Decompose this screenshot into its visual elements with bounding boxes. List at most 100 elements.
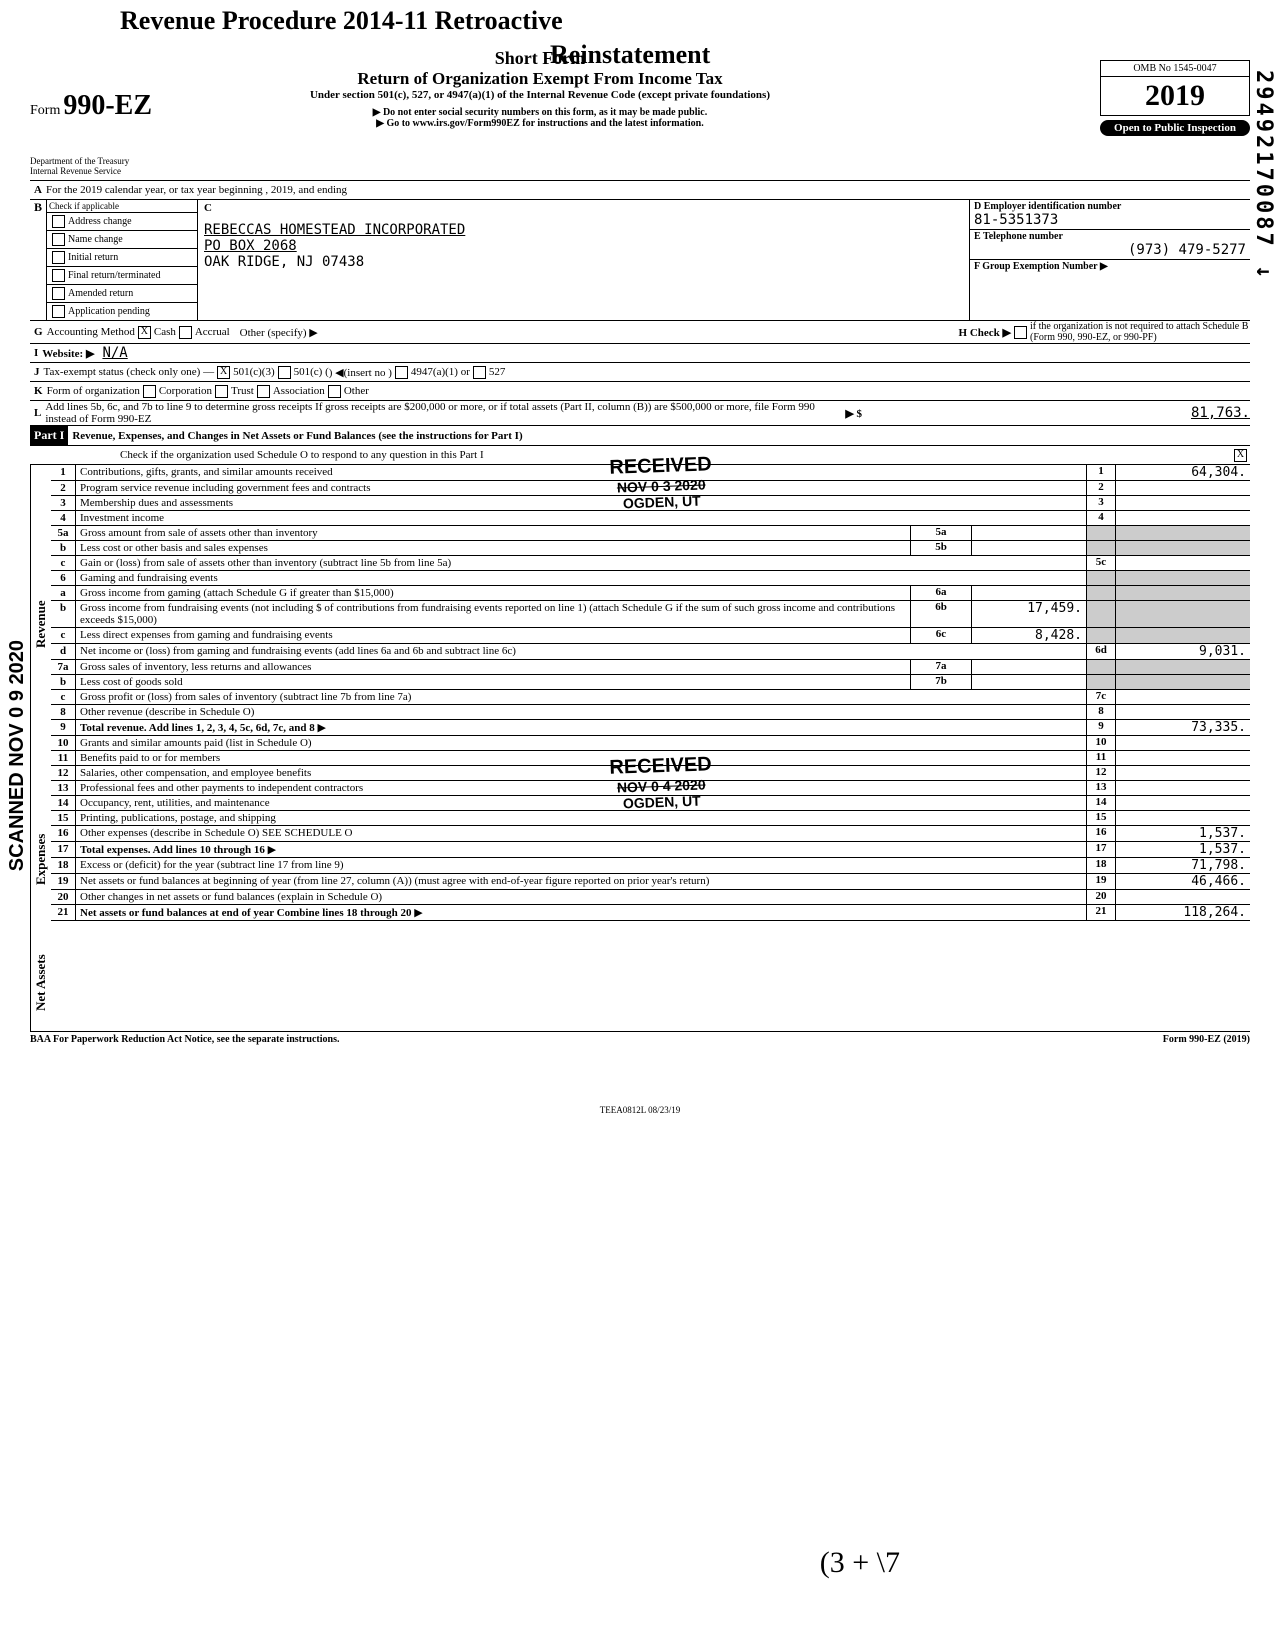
line-l6a: aGross income from gaming (attach Schedu… [51, 586, 1250, 601]
cb-sched-b[interactable] [1014, 326, 1027, 339]
cb-amended[interactable] [52, 287, 65, 300]
received-stamp-2: RECEIVED NOV 0 4 2020 OGDEN, UT [609, 753, 713, 812]
h-label: H Check ▶ [959, 326, 1011, 339]
line-l19: 19Net assets or fund balances at beginni… [51, 874, 1250, 890]
l-trust: Trust [231, 385, 254, 397]
cb-527[interactable] [473, 366, 486, 379]
omb-number: OMB No 1545-0047 [1100, 60, 1250, 77]
accounting-label: Accounting Method [47, 326, 135, 338]
line-l20: 20Other changes in net assets or fund ba… [51, 890, 1250, 905]
line-l21: 21Net assets or fund balances at end of … [51, 905, 1250, 921]
footer: BAA For Paperwork Reduction Act Notice, … [30, 1031, 1250, 1045]
form-label: Form [30, 103, 60, 118]
revenue-table: Revenue Expenses Net Assets 1Contributio… [30, 465, 1250, 1031]
hand-initials: (3 + \7 [820, 1546, 900, 1580]
org-name: REBECCAS HOMESTEAD INCORPORATED [204, 222, 963, 238]
other-label: Other (specify) ▶ [240, 326, 318, 339]
cb-accrual[interactable] [179, 326, 192, 339]
cb-address[interactable] [52, 215, 65, 228]
l-527: 527 [489, 366, 506, 378]
line-l7a: 7aGross sales of inventory, less returns… [51, 660, 1250, 675]
line-l5b: bLess cost or other basis and sales expe… [51, 541, 1250, 556]
line-l16: 16Other expenses (describe in Schedule O… [51, 826, 1250, 842]
handwritten-title: Revenue Procedure 2014-11 Retroactive [120, 6, 563, 36]
footer-left: BAA For Paperwork Reduction Act Notice, … [30, 1034, 340, 1045]
line-l6c: cLess direct expenses from gaming and fu… [51, 628, 1250, 644]
side-netassets: Net Assets [30, 935, 51, 1031]
line-l5c: cGain or (loss) from sale of assets othe… [51, 556, 1250, 571]
cb-initial[interactable] [52, 251, 65, 264]
l-corp: Corporation [159, 385, 212, 397]
cb-cash[interactable]: X [138, 326, 151, 339]
opt-address: Address change [68, 216, 132, 227]
cb-final[interactable] [52, 269, 65, 282]
opt-initial: Initial return [68, 252, 118, 263]
side-expenses: Expenses [30, 783, 51, 935]
subtitle: Under section 501(c), 527, or 4947(a)(1)… [230, 89, 850, 101]
l-4947: 4947(a)(1) or [411, 366, 470, 378]
accrual-label: Accrual [195, 326, 230, 338]
l-501c-b: ) ◀(insert no ) [329, 366, 392, 379]
line-l6: 6Gaming and fundraising events [51, 571, 1250, 586]
part1-label: Part I [30, 426, 68, 445]
dln-vertical: 29492170087 ↓ [1251, 70, 1276, 281]
c-label: C [204, 202, 963, 214]
website-val: N/A [102, 345, 127, 361]
side-revenue: Revenue [30, 465, 51, 783]
phone: (973) 479-5277 [974, 242, 1246, 258]
form-number: 990-EZ [63, 90, 152, 121]
d-label: D Employer identification number [974, 201, 1246, 212]
line-l17: 17Total expenses. Add lines 10 through 1… [51, 842, 1250, 858]
line-l8: 8Other revenue (describe in Schedule O)8 [51, 705, 1250, 720]
org-addr1: PO BOX 2068 [204, 238, 963, 254]
org-addr2: OAK RIDGE, NJ 07438 [204, 254, 963, 270]
f-label: F Group Exemption Number ▶ [970, 260, 1250, 273]
cb-501c[interactable] [278, 366, 291, 379]
tax-year: 2019 [1100, 77, 1250, 116]
check-applicable: Check if applicable [47, 200, 197, 213]
l-501c: 501(c) ( [294, 366, 329, 378]
part1-check-label: Check if the organization used Schedule … [120, 449, 484, 461]
line-l7b: bLess cost of goods sold7b [51, 675, 1250, 690]
h-text: if the organization is not required to a… [1030, 321, 1250, 343]
line-l-arrow: ▶ $ [845, 407, 862, 420]
cb-4947[interactable] [395, 366, 408, 379]
l-assoc: Association [273, 385, 325, 397]
line-l18: 18Excess or (deficit) for the year (subt… [51, 858, 1250, 874]
line-l4: 4Investment income4 [51, 511, 1250, 526]
line-l10: 10Grants and similar amounts paid (list … [51, 736, 1250, 751]
opt-amended: Amended return [68, 288, 133, 299]
line-l6d: dNet income or (loss) from gaming and fu… [51, 644, 1250, 660]
open-public: Open to Public Inspection [1100, 120, 1250, 136]
line-a-text: For the 2019 calendar year, or tax year … [46, 184, 347, 196]
line-l15: 15Printing, publications, postage, and s… [51, 811, 1250, 826]
instr-2: ▶ Go to www.irs.gov/Form990EZ for instru… [230, 118, 850, 129]
cb-other-org[interactable] [328, 385, 341, 398]
form-header: Revenue Procedure 2014-11 Retroactive Re… [30, 20, 1250, 181]
section-b: B Check if applicable Address change Nam… [30, 200, 1250, 321]
dept-treasury: Department of the Treasury Internal Reve… [30, 156, 129, 176]
line-j: J Tax-exempt status (check only one) — X… [30, 363, 1250, 382]
cb-name[interactable] [52, 233, 65, 246]
scanned-stamp: SCANNED NOV 0 9 2020 [6, 640, 29, 871]
cb-assoc[interactable] [257, 385, 270, 398]
footer-mid: TEEA0812L 08/23/19 [30, 1105, 1250, 1115]
cb-501c3[interactable]: X [217, 366, 230, 379]
footer-right: Form 990-EZ (2019) [1163, 1034, 1250, 1045]
instr-1: ▶ Do not enter social security numbers o… [230, 107, 850, 118]
website-label: Website: ▶ [42, 347, 94, 360]
short-form: Short Form [230, 48, 850, 69]
cb-sched-o[interactable]: X [1234, 449, 1247, 462]
line-k: K Form of organization Corporation Trust… [30, 382, 1250, 401]
l-501c3: 501(c)(3) [233, 366, 275, 378]
line-l-val: 81,763. [1191, 405, 1250, 421]
line-l5a: 5aGross amount from sale of assets other… [51, 526, 1250, 541]
cb-pending[interactable] [52, 305, 65, 318]
ein: 81-5351373 [974, 212, 1246, 228]
opt-pending: Application pending [68, 306, 150, 317]
line-l7c: cGross profit or (loss) from sales of in… [51, 690, 1250, 705]
cb-corp[interactable] [143, 385, 156, 398]
cb-trust[interactable] [215, 385, 228, 398]
part1-header: Part I Revenue, Expenses, and Changes in… [30, 426, 1250, 446]
line-g: G Accounting Method XCash Accrual Other … [30, 321, 1250, 344]
